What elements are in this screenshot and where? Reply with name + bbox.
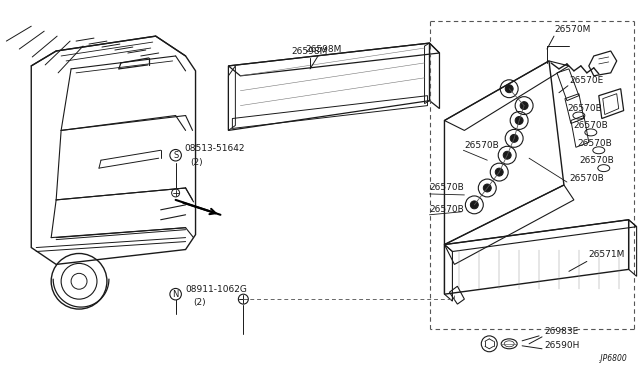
Text: 26570B: 26570B [579, 156, 614, 165]
Circle shape [503, 151, 511, 159]
Text: 08513-51642: 08513-51642 [184, 144, 245, 153]
Circle shape [495, 168, 503, 176]
Text: 26570B: 26570B [429, 183, 464, 192]
Text: (2): (2) [193, 298, 206, 307]
Text: N: N [172, 290, 179, 299]
Text: 26570E: 26570E [569, 76, 603, 85]
Text: (2): (2) [191, 158, 203, 167]
Text: 26598M: 26598M [292, 46, 328, 55]
Circle shape [515, 116, 523, 125]
Text: 26570M: 26570M [554, 25, 590, 34]
Text: 26570B: 26570B [577, 139, 612, 148]
Circle shape [483, 184, 492, 192]
Text: 26570B: 26570B [573, 121, 607, 130]
Text: 26571M: 26571M [589, 250, 625, 259]
Text: S: S [173, 151, 179, 160]
Text: 26598M: 26598M [305, 45, 342, 54]
Text: 26590H: 26590H [544, 341, 579, 350]
Text: 26983E: 26983E [544, 327, 579, 336]
Circle shape [470, 201, 478, 209]
Circle shape [505, 85, 513, 93]
Text: 26570B: 26570B [567, 104, 602, 113]
Circle shape [510, 134, 518, 142]
Text: 26570B: 26570B [569, 174, 604, 183]
Circle shape [520, 102, 528, 110]
Text: 26570B: 26570B [429, 205, 464, 214]
Text: 08911-1062G: 08911-1062G [186, 285, 248, 294]
Text: 26570B: 26570B [465, 141, 499, 150]
Text: .JP6800: .JP6800 [599, 354, 628, 363]
